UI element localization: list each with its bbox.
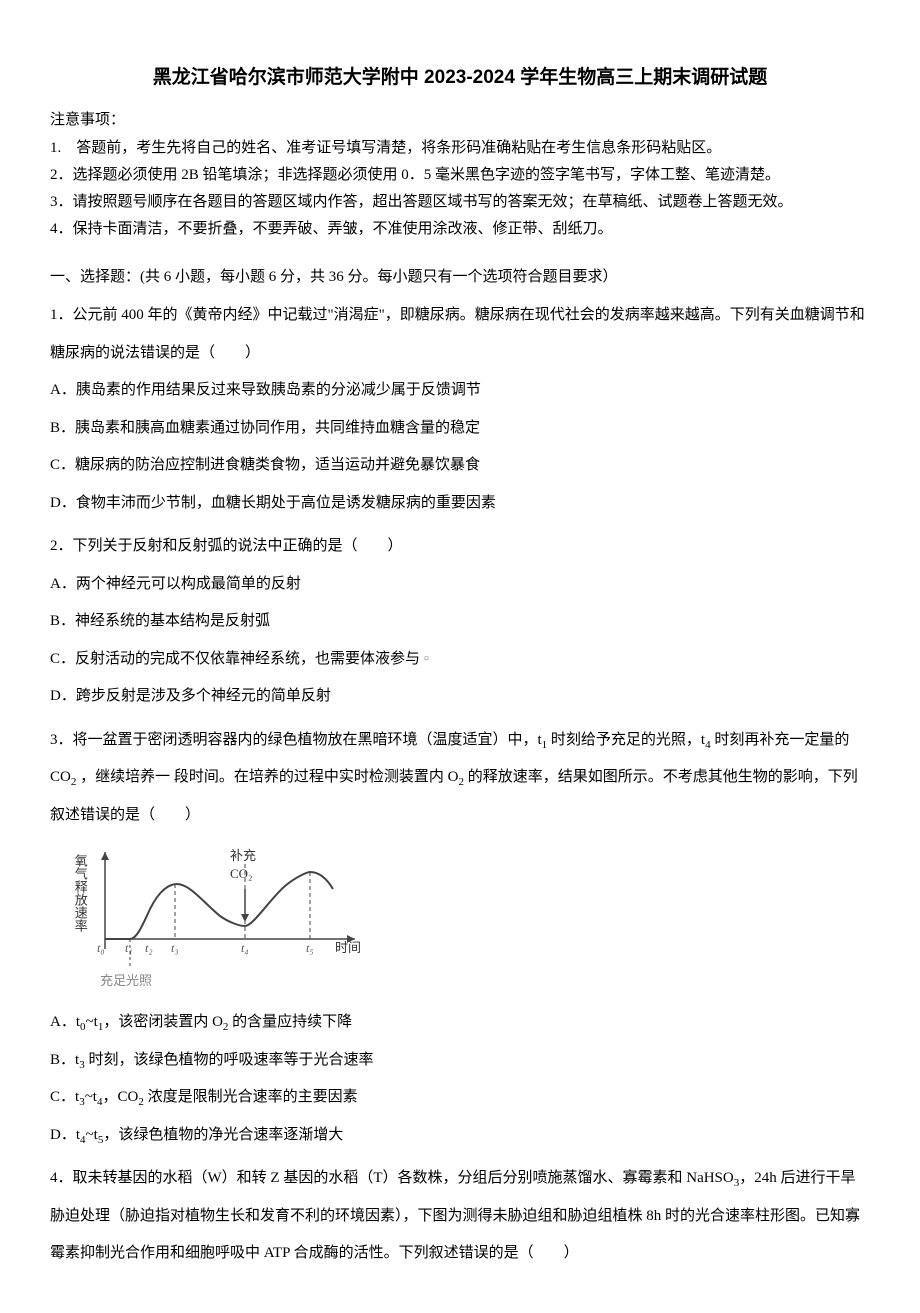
section-1-header: 一、选择题：(共 6 小题，每小题 6 分，共 36 分。每小题只有一个选项符合… xyxy=(50,263,870,292)
tick-t5: t₅ xyxy=(306,941,314,955)
co2-arrow-head xyxy=(241,914,249,922)
q2-c-text: C．反射活动的完成不仅依靠神经系统，也需要体液参与 xyxy=(50,651,420,667)
q3a-p4: 的含量应持续下降 xyxy=(228,1014,352,1030)
q3-option-d: D．t4~t5，该绿色植物的净光合速率逐渐增大 xyxy=(50,1117,870,1155)
q3c-p2: ~t xyxy=(85,1089,97,1105)
co2-label-2: CO₂ xyxy=(230,862,253,887)
tick-t3: t₃ xyxy=(171,941,179,955)
question-1-stem: 1．公元前 400 年的《黄帝内经》中记载过"消渴症"，即糖尿病。糖尿病在现代社… xyxy=(50,297,870,372)
q3a-p3: ，该密闭装置内 O xyxy=(103,1014,223,1030)
q1-option-a: A．胰岛素的作用结果反过来导致胰岛素的分泌减少属于反馈调节 xyxy=(50,372,870,410)
tick-t1: t₁ xyxy=(125,941,133,955)
q3-option-b: B．t3 时刻，该绿色植物的呼吸速率等于光合速率 xyxy=(50,1042,870,1080)
q3c-p4: 浓度是限制光合速率的主要因素 xyxy=(144,1089,358,1105)
tick-t4: t₄ xyxy=(241,941,249,955)
question-4-stem: 4．取未转基因的水稻（W）和转 Z 基因的水稻（T）各数株，分组后分别喷施蒸馏水… xyxy=(50,1160,870,1273)
question-2-stem: 2．下列关于反射和反射弧的说法中正确的是（ ） xyxy=(50,528,870,566)
q3a-p1: A．t xyxy=(50,1014,80,1030)
q1-option-d: D．食物丰沛而少节制，血糖长期处于高位是诱发糖尿病的重要因素 xyxy=(50,485,870,523)
q3-option-c: C．t3~t4，CO2 浓度是限制光合速率的主要因素 xyxy=(50,1079,870,1117)
q3d-p1: D．t xyxy=(50,1127,80,1143)
q2-option-a: A．两个神经元可以构成最简单的反射 xyxy=(50,566,870,604)
q3b-p2: 时刻，该绿色植物的呼吸速率等于光合速率 xyxy=(85,1052,374,1068)
q3-stem-p4: ，继续培养一 段时间。在培养的过程中实时检测装置内 O xyxy=(76,769,458,785)
q3-chart: t₀ t₁ t₂ t₃ t₄ t₅ 氧气释放速率 补充 CO₂ 时间 充足光照 xyxy=(75,844,375,994)
note-2: 2．选择题必须使用 2B 铅笔填涂；非选择题必须使用 0．5 毫米黑色字迹的签字… xyxy=(50,162,870,189)
q1-option-c: C．糖尿病的防治应控制进食糖类食物，适当运动并避免暴饮暴食 xyxy=(50,447,870,485)
tick-t0: t₀ xyxy=(97,941,105,955)
q3-stem-p2: 时刻给予充足的光照，t xyxy=(547,732,705,748)
q4-stem-p1: 4．取未转基因的水稻（W）和转 Z 基因的水稻（T）各数株，分组后分别喷施蒸馏水… xyxy=(50,1170,734,1186)
q2-option-d: D．跨步反射是涉及多个神经元的简单反射 xyxy=(50,678,870,716)
cursor-marker: ▫ xyxy=(424,651,429,667)
y-axis-label: 氧气释放速率 xyxy=(67,854,92,932)
y-axis-arrow xyxy=(101,852,109,860)
light-label: 充足光照 xyxy=(100,969,152,994)
q3b-p1: B．t xyxy=(50,1052,79,1068)
q3c-p3: ，CO xyxy=(102,1089,138,1105)
q3d-p3: ，该绿色植物的净光合速率逐渐增大 xyxy=(103,1127,343,1143)
chart-curve xyxy=(105,872,333,939)
tick-t2: t₂ xyxy=(145,941,153,955)
note-3: 3．请按照题号顺序在各题目的答题区域内作答，超出答题区域书写的答案无效；在草稿纸… xyxy=(50,189,870,216)
q3-option-a: A．t0~t1，该密闭装置内 O2 的含量应持续下降 xyxy=(50,1004,870,1042)
notes-header: 注意事项： xyxy=(50,106,870,135)
q3a-p2: ~t xyxy=(86,1014,98,1030)
note-1: 1. 答题前，考生先将自己的姓名、准考证号填写清楚，将条形码准确粘贴在考生信息条… xyxy=(50,135,870,162)
note-4: 4．保持卡面清洁，不要折叠，不要弄破、弄皱，不准使用涂改液、修正带、刮纸刀。 xyxy=(50,216,870,243)
question-3-stem: 3．将一盆置于密闭透明容器内的绿色植物放在黑暗环境（温度适宜）中，t1 时刻给予… xyxy=(50,722,870,835)
q2-option-c: C．反射活动的完成不仅依靠神经系统，也需要体液参与 ▫ xyxy=(50,641,870,679)
q3d-p2: ~t xyxy=(86,1127,98,1143)
q1-option-b: B．胰岛素和胰高血糖素通过协同作用，共同维持血糖含量的稳定 xyxy=(50,410,870,448)
q2-option-b: B．神经系统的基本结构是反射弧 xyxy=(50,603,870,641)
x-axis-label: 时间 xyxy=(335,936,361,961)
exam-title: 黑龙江省哈尔滨市师范大学附中 2023-2024 学年生物高三上期末调研试题 xyxy=(50,60,870,96)
q3-stem-p1: 3．将一盆置于密闭透明容器内的绿色植物放在黑暗环境（温度适宜）中，t xyxy=(50,732,542,748)
q3c-p1: C．t xyxy=(50,1089,79,1105)
